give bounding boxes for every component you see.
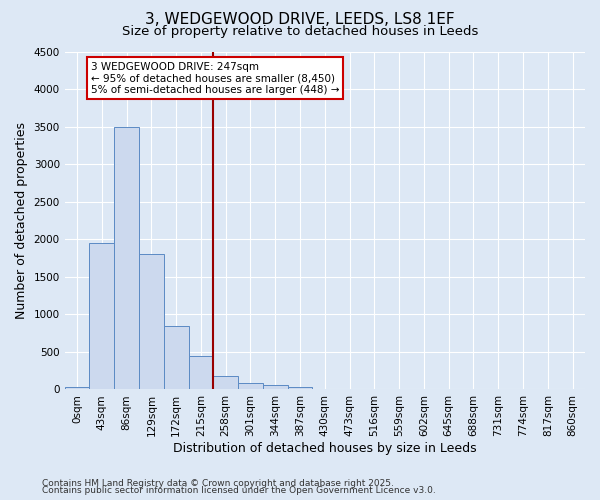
Text: Contains HM Land Registry data © Crown copyright and database right 2025.: Contains HM Land Registry data © Crown c… (42, 478, 394, 488)
Y-axis label: Number of detached properties: Number of detached properties (15, 122, 28, 319)
Text: 3 WEDGEWOOD DRIVE: 247sqm
← 95% of detached houses are smaller (8,450)
5% of sem: 3 WEDGEWOOD DRIVE: 247sqm ← 95% of detac… (91, 62, 339, 95)
Text: 3, WEDGEWOOD DRIVE, LEEDS, LS8 1EF: 3, WEDGEWOOD DRIVE, LEEDS, LS8 1EF (145, 12, 455, 28)
Bar (238, 382, 263, 390)
Text: Contains public sector information licensed under the Open Government Licence v3: Contains public sector information licen… (42, 486, 436, 495)
X-axis label: Distribution of detached houses by size in Leeds: Distribution of detached houses by size … (173, 442, 476, 455)
Bar (164, 326, 188, 390)
Bar (65, 387, 89, 390)
Bar (287, 387, 313, 390)
Bar (89, 243, 114, 390)
Bar (139, 254, 164, 390)
Bar (114, 126, 139, 390)
Bar (313, 388, 337, 390)
Bar (188, 356, 214, 390)
Bar (214, 376, 238, 390)
Text: Size of property relative to detached houses in Leeds: Size of property relative to detached ho… (122, 25, 478, 38)
Bar (263, 386, 287, 390)
